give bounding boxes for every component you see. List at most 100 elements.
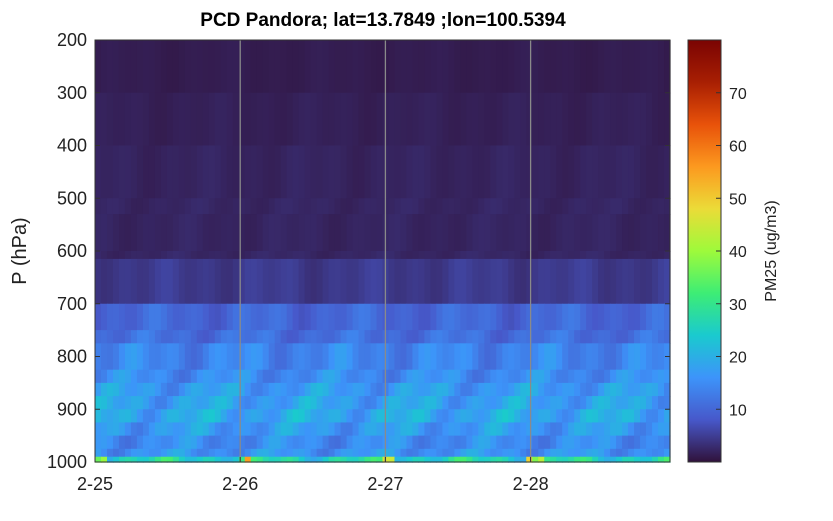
heatmap-cell [634, 382, 641, 397]
heatmap-cell [178, 214, 186, 252]
heatmap-cell [598, 382, 605, 397]
heatmap-cell [556, 343, 563, 371]
heatmap-cell [604, 303, 611, 331]
heatmap-cell [352, 343, 360, 371]
heatmap-cell [124, 145, 132, 199]
heatmap-cell [136, 330, 144, 344]
heatmap-cell [436, 145, 443, 199]
heatmap-cell [232, 396, 240, 410]
heatmap-cell [322, 422, 330, 437]
heatmap-cell [370, 40, 378, 94]
heatmap-cell [292, 435, 300, 450]
heatmap-cell [562, 92, 569, 147]
heatmap-cell [388, 330, 396, 344]
heatmap-cell [574, 303, 581, 331]
heatmap-cell [364, 382, 372, 397]
heatmap-cell [394, 92, 402, 147]
heatmap-cell [106, 396, 114, 410]
heatmap-cell [664, 92, 671, 147]
heatmap-cell [112, 369, 120, 384]
heatmap-cell [466, 448, 473, 458]
heatmap-cell [310, 343, 318, 371]
heatmap-cell [460, 369, 467, 384]
heatmap-cell [466, 145, 473, 199]
heatmap-cell [274, 145, 282, 199]
heatmap-cell [256, 214, 264, 252]
heatmap-cell [388, 198, 396, 215]
heatmap-cell [124, 448, 132, 458]
heatmap-cell [442, 303, 449, 331]
heatmap-cell [202, 422, 210, 437]
heatmap-cell [184, 145, 192, 199]
heatmap-cell [490, 40, 497, 94]
heatmap-cell [640, 435, 647, 450]
heatmap-cell [508, 409, 515, 424]
heatmap-cell [100, 396, 108, 410]
heatmap-cell [616, 198, 623, 215]
heatmap-cell [232, 369, 240, 384]
heatmap-cell [160, 258, 168, 305]
heatmap-cell [592, 456, 599, 463]
heatmap-cell [412, 145, 420, 199]
heatmap-cell [130, 382, 138, 397]
heatmap-cell [514, 409, 521, 424]
chart-title: PCD Pandora; lat=13.7849 ;lon=100.5394 [200, 10, 566, 31]
heatmap-cell [106, 258, 114, 305]
heatmap-cell [148, 303, 156, 331]
heatmap-cell [454, 409, 461, 424]
heatmap-cell [154, 40, 162, 94]
colorbar-tick-label: 70 [729, 86, 747, 103]
heatmap-cell [604, 396, 611, 410]
heatmap-cell [304, 456, 312, 463]
heatmap-cell [304, 330, 312, 344]
heatmap-cell [328, 40, 336, 94]
heatmap-cell [274, 303, 282, 331]
heatmap-cell [232, 382, 240, 397]
heatmap-cell [592, 435, 599, 450]
heatmap-cell [598, 435, 605, 450]
heatmap-cell [556, 369, 563, 384]
heatmap-cell [472, 330, 479, 344]
heatmap-cell [112, 251, 120, 260]
heatmap-cell [196, 435, 204, 450]
heatmap-cell [484, 303, 491, 331]
heatmap-cell [508, 214, 515, 252]
heatmap-cell [394, 396, 402, 410]
heatmap-cell [634, 92, 641, 147]
heatmap-cell [226, 251, 234, 260]
heatmap-cell [196, 369, 204, 384]
heatmap-cell [250, 258, 258, 305]
heatmap-cell [298, 448, 306, 458]
heatmap-cell [166, 92, 174, 147]
heatmap-cell [142, 92, 150, 147]
heatmap-cell [508, 435, 515, 450]
heatmap-cell [352, 456, 360, 463]
heatmap-cell [334, 303, 342, 331]
heatmap-cell [190, 396, 198, 410]
heatmap-cell [178, 251, 186, 260]
heatmap-cell [406, 214, 414, 252]
heatmap-cell [238, 448, 246, 458]
heatmap-cell [358, 343, 366, 371]
heatmap-cell [274, 330, 282, 344]
heatmap-cell [346, 456, 354, 463]
heatmap-cell [610, 198, 617, 215]
heatmap-cell [124, 258, 132, 305]
heatmap-cell [538, 251, 545, 260]
heatmap-cell [370, 456, 378, 463]
heatmap-cell [634, 303, 641, 331]
heatmap-cell [658, 214, 665, 252]
heatmap-cell [358, 369, 366, 384]
heatmap-cell [394, 214, 402, 252]
heatmap-cell [568, 251, 575, 260]
heatmap-cell [424, 145, 432, 199]
y-tick-label: 1000 [47, 452, 87, 472]
heatmap-cell [598, 251, 605, 260]
heatmap-cell [238, 382, 246, 397]
heatmap-cell [106, 198, 114, 215]
heatmap-cell [328, 396, 336, 410]
heatmap-cell [250, 145, 258, 199]
heatmap-cell [136, 435, 144, 450]
heatmap-cell [172, 303, 180, 331]
heatmap-cell [124, 435, 132, 450]
